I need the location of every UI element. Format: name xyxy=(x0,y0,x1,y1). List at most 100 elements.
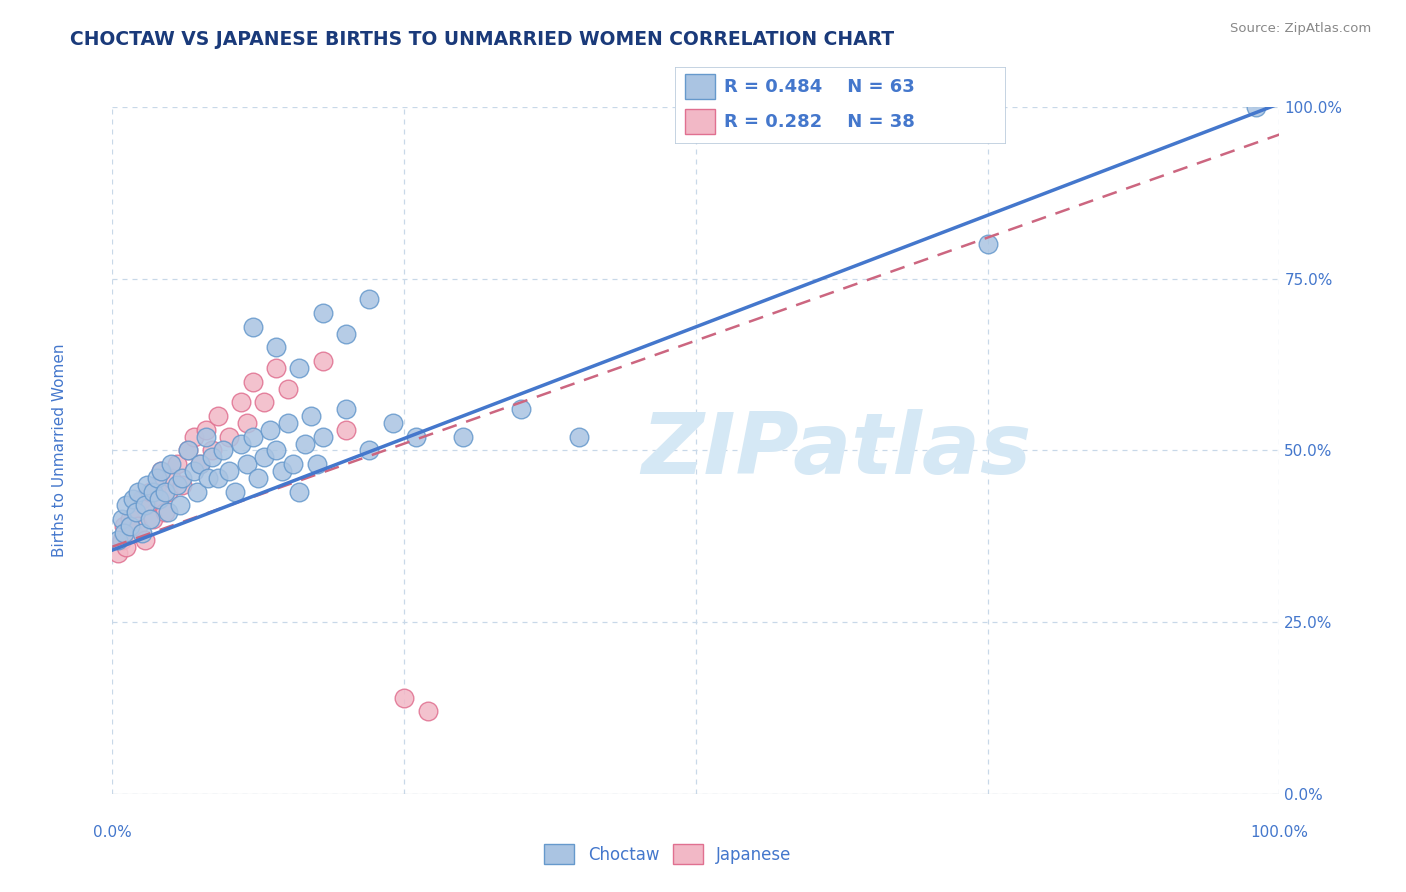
Point xyxy=(188,457,211,471)
Point xyxy=(115,540,138,554)
Point xyxy=(136,478,159,492)
Point xyxy=(142,512,165,526)
Point xyxy=(188,457,211,471)
Point xyxy=(169,499,191,513)
Text: 0.0%: 0.0% xyxy=(93,825,132,839)
Bar xyxy=(685,110,714,134)
Text: CHOCTAW VS JAPANESE BIRTHS TO UNMARRIED WOMEN CORRELATION CHART: CHOCTAW VS JAPANESE BIRTHS TO UNMARRIED … xyxy=(70,30,894,49)
Point xyxy=(112,519,135,533)
Point xyxy=(139,484,162,499)
Text: 100.0%: 100.0% xyxy=(1250,825,1309,839)
Point xyxy=(207,409,229,423)
Point xyxy=(247,471,270,485)
Point xyxy=(509,402,531,417)
Point xyxy=(416,705,439,719)
Point xyxy=(335,423,357,437)
Point xyxy=(150,464,173,478)
Point xyxy=(148,491,170,506)
Point xyxy=(359,443,381,458)
Bar xyxy=(685,75,714,99)
Point xyxy=(125,505,148,519)
Point xyxy=(976,237,998,252)
Point xyxy=(392,690,416,705)
Point xyxy=(299,409,322,423)
Point xyxy=(122,525,145,540)
Point xyxy=(183,464,205,478)
Point xyxy=(157,484,180,499)
Point xyxy=(115,499,138,513)
Text: R = 0.484    N = 63: R = 0.484 N = 63 xyxy=(724,78,915,96)
Point xyxy=(127,484,149,499)
Point xyxy=(253,450,276,465)
Point xyxy=(405,430,427,444)
Point xyxy=(201,443,224,458)
Point xyxy=(276,382,298,396)
Point xyxy=(150,464,173,478)
Point xyxy=(381,416,404,430)
Point xyxy=(259,423,281,437)
Text: Births to Unmarried Women: Births to Unmarried Women xyxy=(52,343,67,558)
Text: ZIPatlas: ZIPatlas xyxy=(641,409,1031,492)
Point xyxy=(166,457,188,471)
Point xyxy=(201,450,224,465)
Point xyxy=(242,430,264,444)
Point xyxy=(218,430,240,444)
Point xyxy=(142,484,165,499)
Point xyxy=(177,443,200,458)
Point xyxy=(253,395,276,409)
Point xyxy=(194,423,217,437)
Point xyxy=(134,533,156,547)
Point xyxy=(131,525,153,540)
Point xyxy=(218,464,240,478)
Point xyxy=(172,478,194,492)
Point xyxy=(311,306,333,320)
Point xyxy=(148,491,170,506)
Point xyxy=(118,519,141,533)
Point xyxy=(172,471,194,485)
Point xyxy=(111,512,134,526)
Point xyxy=(125,505,148,519)
Point xyxy=(276,416,298,430)
Point xyxy=(311,354,333,368)
Point xyxy=(264,361,287,376)
Point xyxy=(112,525,135,540)
Point xyxy=(160,457,183,471)
Point xyxy=(146,471,169,485)
Point xyxy=(207,471,229,485)
Point xyxy=(139,512,162,526)
Point xyxy=(160,471,183,485)
Point xyxy=(122,491,145,506)
Point xyxy=(153,484,176,499)
Point xyxy=(229,436,252,450)
Point xyxy=(335,402,357,417)
Point xyxy=(194,430,217,444)
Point xyxy=(229,395,252,409)
Point xyxy=(242,375,264,389)
Point xyxy=(335,326,357,341)
Point xyxy=(177,443,200,458)
Point xyxy=(224,484,246,499)
Point xyxy=(235,416,257,430)
Point xyxy=(146,478,169,492)
Point xyxy=(127,519,149,533)
Point xyxy=(212,443,235,458)
Point xyxy=(107,546,129,561)
Point xyxy=(134,499,156,513)
Point xyxy=(118,512,141,526)
Point xyxy=(305,457,328,471)
Point xyxy=(568,430,591,444)
Point xyxy=(153,505,176,519)
Point xyxy=(288,484,311,499)
Point xyxy=(111,533,134,547)
Point xyxy=(197,471,219,485)
Point xyxy=(264,340,287,354)
Point xyxy=(283,457,305,471)
Point xyxy=(1244,100,1267,114)
Point xyxy=(186,484,208,499)
Point xyxy=(136,499,159,513)
Point xyxy=(157,505,180,519)
Point xyxy=(451,430,474,444)
Point xyxy=(107,533,129,547)
Point xyxy=(183,430,205,444)
Text: Source: ZipAtlas.com: Source: ZipAtlas.com xyxy=(1230,22,1371,36)
